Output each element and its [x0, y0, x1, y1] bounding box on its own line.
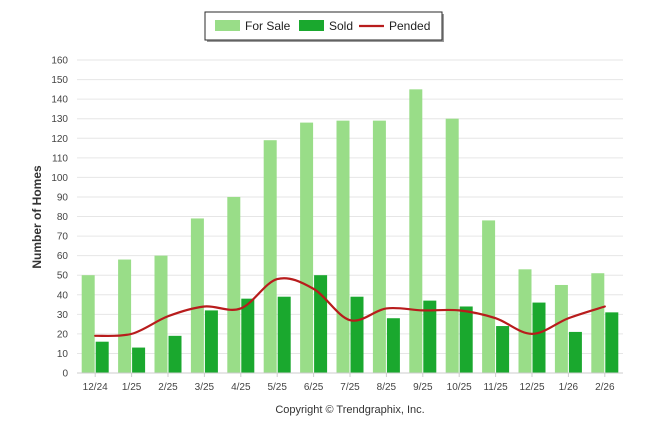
bar-for-sale — [482, 220, 496, 373]
bar-for-sale — [409, 89, 423, 373]
bar-sold — [423, 300, 437, 373]
legend-label: For Sale — [245, 19, 291, 33]
bar-for-sale — [372, 120, 386, 373]
bar-sold — [568, 331, 582, 373]
bar-sold — [132, 347, 146, 373]
y-tick-label: 40 — [57, 290, 69, 301]
x-tick-label: 1/25 — [122, 382, 142, 393]
bar-for-sale — [445, 118, 459, 373]
x-tick-label: 7/25 — [340, 382, 360, 393]
x-tick-label: 12/25 — [519, 382, 544, 393]
y-tick-label: 100 — [51, 173, 68, 184]
bar-for-sale — [154, 255, 168, 373]
pended-line-layer — [94, 277, 606, 338]
x-tick-label: 5/25 — [267, 382, 287, 393]
y-tick-label: 70 — [57, 232, 69, 243]
bar-sold — [496, 326, 510, 373]
y-tick-label: 160 — [51, 56, 68, 67]
x-tick-label: 2/26 — [595, 382, 615, 393]
legend-swatch — [299, 20, 324, 31]
y-tick-label: 120 — [51, 134, 68, 145]
legend-label: Pended — [389, 19, 430, 33]
legend: For Sale Sold Pended — [204, 11, 444, 42]
bar-for-sale — [518, 269, 532, 373]
y-tick-label: 80 — [57, 212, 69, 223]
bar-sold — [386, 318, 400, 373]
x-tick-label: 11/25 — [483, 382, 508, 393]
y-tick-label: 140 — [51, 95, 68, 106]
bar-for-sale — [336, 120, 350, 373]
y-axis-title: Number of Homes — [30, 165, 44, 269]
x-tick-label: 4/25 — [231, 382, 251, 393]
y-tick-label: 0 — [62, 369, 68, 380]
x-tick-label: 1/26 — [559, 382, 579, 393]
y-tick-label: 20 — [57, 329, 69, 340]
bars — [81, 89, 619, 373]
y-tick-label: 30 — [57, 310, 69, 321]
y-tick-label: 110 — [52, 153, 68, 164]
pended-line — [94, 277, 606, 338]
bar-sold — [459, 306, 473, 373]
bar-for-sale — [591, 273, 605, 373]
y-tick-label: 130 — [51, 114, 68, 125]
bar-sold — [204, 310, 218, 373]
y-tick-label: 10 — [57, 349, 69, 360]
y-tick-label: 60 — [57, 251, 69, 262]
x-tick-label: 10/25 — [447, 382, 472, 393]
copyright-footer: Copyright © Trendgraphix, Inc. — [275, 404, 424, 416]
x-tick-label: 9/25 — [413, 382, 433, 393]
bar-for-sale — [300, 122, 314, 373]
bar-for-sale — [554, 284, 568, 373]
axes: 0 10 20 30 40 50 60 70 80 90 100 110 120 130 140 150 160… — [51, 56, 623, 393]
y-tick-label: 150 — [51, 75, 68, 86]
legend-swatch — [215, 20, 240, 31]
x-tick-label: 12/24 — [83, 382, 108, 393]
x-tick-label: 8/25 — [377, 382, 397, 393]
bar-sold — [277, 296, 291, 373]
bar-sold — [350, 296, 364, 373]
bar-for-sale — [81, 275, 95, 373]
bar-sold — [314, 275, 328, 373]
x-tick-label: 2/25 — [158, 382, 178, 393]
bar-sold — [605, 312, 619, 373]
bar-sold — [532, 302, 546, 373]
bar-sold — [168, 335, 182, 373]
legend-label: Sold — [329, 19, 353, 33]
y-tick-label: 90 — [57, 192, 69, 203]
x-tick-label: 6/25 — [304, 382, 324, 393]
bar-for-sale — [263, 140, 277, 373]
bar-for-sale — [227, 196, 241, 373]
bar-sold — [95, 341, 109, 373]
y-tick-label: 50 — [57, 271, 69, 282]
bar-sold — [241, 298, 255, 373]
bar-for-sale — [118, 259, 132, 373]
bar-for-sale — [190, 218, 204, 373]
x-tick-label: 3/25 — [195, 382, 215, 393]
